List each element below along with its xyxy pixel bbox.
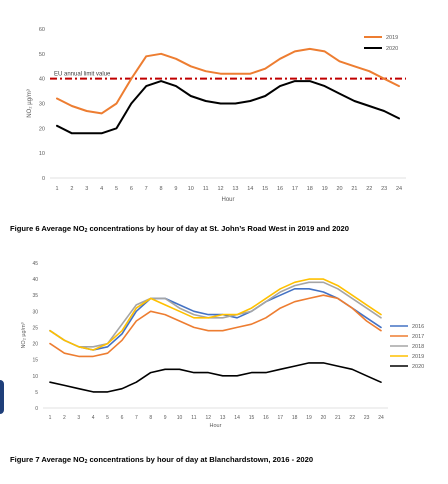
- x-tick-label: 6: [130, 186, 133, 192]
- y-tick-label: 15: [32, 358, 38, 364]
- x-tick-label: 24: [378, 415, 384, 421]
- x-tick-label: 7: [135, 415, 138, 421]
- x-tick-label: 11: [203, 186, 209, 192]
- x-tick-label: 23: [381, 186, 387, 192]
- x-tick-label: 12: [218, 186, 224, 192]
- x-tick-label: 14: [234, 415, 240, 421]
- x-tick-label: 3: [77, 415, 80, 421]
- x-tick-label: 13: [220, 415, 226, 421]
- y-tick-label: 30: [32, 309, 38, 315]
- x-tick-label: 8: [160, 186, 163, 192]
- x-tick-label: 19: [306, 415, 312, 421]
- series-line-2019: [49, 278, 382, 351]
- x-tick-label: 4: [92, 415, 95, 421]
- y-axis-label: NO₂ µg/m³: [21, 322, 27, 348]
- x-tick-label: 3: [85, 186, 88, 192]
- eu-limit-label: EU annual limit value: [54, 72, 111, 78]
- x-tick-label: 20: [321, 415, 327, 421]
- legend-label-2019: 2019: [386, 35, 398, 41]
- x-tick-label: 16: [277, 186, 283, 192]
- series-line-2020: [49, 362, 382, 393]
- legend-label-2019: 2019: [412, 354, 424, 360]
- y-tick-label: 35: [32, 293, 38, 299]
- y-tick-label: 5: [35, 390, 38, 396]
- legend-label-2020: 2020: [412, 364, 424, 370]
- x-tick-label: 18: [292, 415, 298, 421]
- y-tick-label: 45: [32, 261, 38, 267]
- x-tick-label: 8: [149, 415, 152, 421]
- x-tick-label: 5: [106, 415, 109, 421]
- y-tick-label: 10: [32, 374, 38, 380]
- legend-label-2020: 2020: [386, 46, 398, 52]
- y-tick-label: 20: [32, 342, 38, 348]
- x-tick-label: 15: [262, 186, 268, 192]
- x-tick-label: 5: [115, 186, 118, 192]
- x-tick-label: 6: [121, 415, 124, 421]
- series-line-2019: [56, 47, 400, 115]
- x-tick-label: 23: [364, 415, 370, 421]
- y-tick-label: 0: [42, 176, 45, 182]
- x-axis-label: Hour: [210, 423, 222, 429]
- x-tick-label: 11: [191, 415, 196, 421]
- x-tick-label: 2: [70, 186, 73, 192]
- x-tick-label: 15: [249, 415, 255, 421]
- x-tick-label: 17: [277, 415, 283, 421]
- series-line-2020: [56, 80, 400, 135]
- x-tick-label: 1: [55, 186, 58, 192]
- x-tick-label: 1: [49, 415, 52, 421]
- x-tick-label: 19: [322, 186, 328, 192]
- x-tick-label: 7: [145, 186, 148, 192]
- x-tick-label: 21: [351, 186, 357, 192]
- figure-7-caption: Figure 7 Average NO2 concentrations by h…: [10, 455, 314, 465]
- x-tick-label: 10: [177, 415, 183, 421]
- y-tick-label: 20: [39, 126, 45, 132]
- x-tick-label: 10: [188, 186, 194, 192]
- y-tick-label: 0: [35, 406, 38, 412]
- x-tick-label: 22: [349, 415, 355, 421]
- y-tick-label: 10: [39, 151, 45, 157]
- series-line-2017: [49, 294, 382, 358]
- x-tick-label: 13: [232, 186, 238, 192]
- figure-6-caption: Figure 6 Average NO2 concentrations by h…: [10, 224, 349, 234]
- x-tick-label: 14: [247, 186, 253, 192]
- y-tick-label: 50: [39, 52, 45, 58]
- x-tick-label: 17: [292, 186, 298, 192]
- x-tick-label: 22: [366, 186, 372, 192]
- series-line-2016: [49, 287, 382, 351]
- y-axis-label: NO₂ µg/m³: [27, 89, 33, 117]
- x-tick-label: 20: [336, 186, 342, 192]
- legend-label-2016: 2016: [412, 324, 424, 330]
- page-edge-marker: [0, 380, 4, 414]
- x-tick-label: 9: [174, 186, 177, 192]
- x-axis-label: Hour: [221, 197, 234, 203]
- x-tick-label: 24: [396, 186, 402, 192]
- legend-label-2018: 2018: [412, 344, 424, 350]
- x-tick-label: 16: [263, 415, 269, 421]
- x-tick-label: 4: [100, 186, 103, 192]
- x-tick-label: 21: [335, 415, 341, 421]
- y-tick-label: 40: [39, 77, 45, 83]
- x-tick-label: 9: [164, 415, 167, 421]
- x-tick-label: 12: [206, 415, 212, 421]
- y-tick-label: 60: [39, 27, 45, 33]
- legend-label-2017: 2017: [412, 334, 424, 340]
- x-tick-label: 2: [63, 415, 66, 421]
- x-tick-label: 18: [307, 186, 313, 192]
- y-tick-label: 40: [32, 277, 38, 283]
- y-tick-label: 25: [32, 325, 38, 331]
- y-tick-label: 30: [39, 102, 45, 108]
